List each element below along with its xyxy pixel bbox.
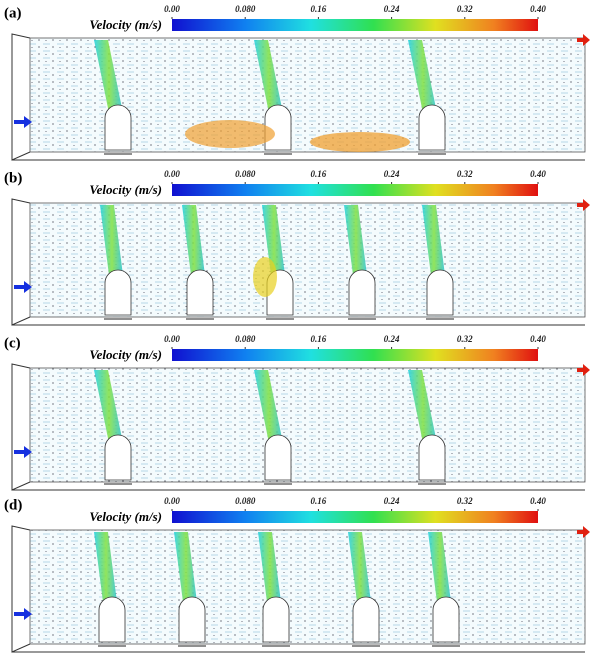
- colorbar-tick-label: 0.16: [311, 169, 327, 179]
- colorbar-title: Velocity (m/s): [89, 182, 162, 197]
- colorbar-tick-label: 0.40: [530, 334, 546, 344]
- plume: [262, 205, 286, 283]
- plume: [94, 532, 118, 610]
- colorbar-title: Velocity (m/s): [89, 509, 162, 524]
- outlet-arrow: [577, 34, 590, 46]
- nozzle: [426, 269, 454, 316]
- nozzle: [104, 434, 132, 481]
- colorbar-tick-label: 0.16: [311, 496, 327, 506]
- colorbar-tick-label: 0.00: [164, 4, 180, 14]
- colorbar-tick-label: 0.00: [164, 496, 180, 506]
- colorbar-tick-label: 0.40: [530, 169, 546, 179]
- plume: [94, 40, 124, 118]
- nozzle: [432, 596, 460, 643]
- colorbar-tick-label: 0.24: [384, 334, 400, 344]
- panel: (a) Velocity (m/s)0.00 0.080 0.16 0.24 0.32 0.…: [4, 4, 590, 161]
- nozzle: [104, 269, 132, 316]
- colorbar: [172, 184, 538, 196]
- hot-zone: [185, 120, 275, 148]
- colorbar-title: Velocity (m/s): [89, 17, 162, 32]
- plume: [94, 370, 124, 448]
- nozzle: [264, 434, 292, 481]
- domain-edge: [11, 525, 31, 653]
- colorbar-tick-label: 0.080: [235, 496, 256, 506]
- panel: (c) Velocity (m/s)0.00 0.080 0.16 0.24 0.32 0.…: [4, 334, 590, 491]
- domain-edge: [11, 363, 31, 491]
- colorbar-title: Velocity (m/s): [89, 347, 162, 362]
- plume: [348, 532, 372, 610]
- colorbar: [172, 349, 538, 361]
- colorbar-tick-label: 0.00: [164, 169, 180, 179]
- nozzle: [178, 596, 206, 643]
- inlet-arrow: [14, 281, 32, 293]
- panel: (d) Velocity (m/s)0.00 0.080 0.16 0.24 0.32 0.…: [4, 496, 590, 653]
- colorbar-tick-label: 0.24: [384, 169, 400, 179]
- colorbar-tick-label: 0.32: [457, 334, 473, 344]
- panel-label: (d): [4, 497, 22, 513]
- colorbar-tick-label: 0.32: [457, 169, 473, 179]
- colorbar-tick-label: 0.24: [384, 496, 400, 506]
- panel-label: (a): [4, 5, 22, 21]
- domain-edge: [11, 33, 31, 161]
- plume: [258, 532, 282, 610]
- nozzle: [186, 269, 214, 316]
- colorbar-tick-label: 0.16: [311, 334, 327, 344]
- plume: [408, 40, 438, 118]
- nozzle: [418, 434, 446, 481]
- panel-label: (b): [4, 170, 22, 186]
- colorbar-tick-label: 0.080: [235, 169, 256, 179]
- nozzle: [104, 104, 132, 151]
- colorbar-tick-label: 0.32: [457, 496, 473, 506]
- plume: [182, 205, 206, 283]
- panel-label: (c): [4, 335, 21, 351]
- plume: [344, 205, 368, 283]
- hot-zone: [310, 132, 410, 152]
- colorbar-tick-label: 0.080: [235, 4, 256, 14]
- plume: [100, 205, 124, 283]
- colorbar-tick-label: 0.40: [530, 496, 546, 506]
- colorbar-tick-label: 0.32: [457, 4, 473, 14]
- nozzle: [352, 596, 380, 643]
- domain-edge: [11, 198, 31, 326]
- inlet-arrow: [14, 608, 32, 620]
- inlet-arrow: [14, 116, 32, 128]
- colorbar-tick-label: 0.00: [164, 334, 180, 344]
- colorbar-tick-label: 0.16: [311, 4, 327, 14]
- hot-zone: [253, 257, 277, 297]
- plume: [408, 370, 438, 448]
- nozzle: [418, 104, 446, 151]
- colorbar: [172, 511, 538, 523]
- colorbar-tick-label: 0.24: [384, 4, 400, 14]
- colorbar: [172, 19, 538, 31]
- outlet-arrow: [577, 526, 590, 538]
- plume: [422, 205, 446, 283]
- nozzle: [98, 596, 126, 643]
- colorbar-tick-label: 0.080: [235, 334, 256, 344]
- nozzle: [262, 596, 290, 643]
- plume: [428, 532, 452, 610]
- outlet-arrow: [577, 364, 590, 376]
- panel: (b) Velocity (m/s)0.00 0.080 0.16 0.24 0.32 0.…: [4, 169, 590, 326]
- nozzle: [348, 269, 376, 316]
- plume: [254, 370, 284, 448]
- plume: [174, 532, 198, 610]
- colorbar-tick-label: 0.40: [530, 4, 546, 14]
- outlet-arrow: [577, 199, 590, 211]
- plume: [254, 40, 284, 118]
- inlet-arrow: [14, 446, 32, 458]
